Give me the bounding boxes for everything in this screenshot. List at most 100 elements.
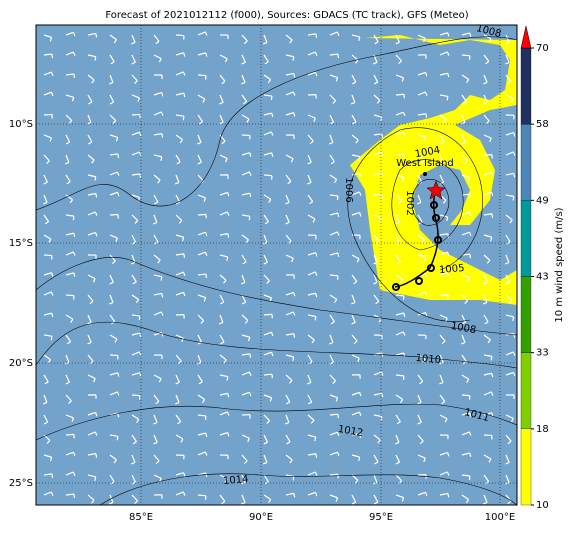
wind-barb: [285, 254, 294, 263]
wind-barb: [505, 194, 515, 201]
wind-barb: [329, 231, 340, 236]
wind-barb: [175, 134, 183, 144]
wind-barb: [395, 331, 406, 336]
wind-barb: [197, 213, 207, 219]
wind-barb: [417, 394, 422, 405]
isobar: [36, 257, 517, 336]
wind-barb: [351, 212, 362, 217]
wind-barb: [373, 151, 384, 156]
wind-barb: [87, 192, 98, 198]
wind-barb: [285, 492, 296, 498]
wind-barb: [87, 94, 93, 105]
wind-barb: [285, 434, 291, 445]
wind-barb: [285, 91, 296, 96]
wind-barb: [329, 451, 340, 457]
wind-barb: [197, 251, 208, 257]
wind-barb: [175, 354, 182, 365]
wind-barb: [307, 234, 317, 240]
wind-barb: [373, 114, 383, 122]
wind-barb: [175, 434, 184, 443]
wind-barb: [43, 134, 53, 142]
wind-barb: [329, 413, 339, 419]
wind-barb: [461, 334, 466, 345]
wind-barb: [373, 314, 382, 323]
wind-barb: [219, 114, 224, 125]
wind-barb: [65, 433, 75, 439]
wind-barb: [87, 431, 98, 436]
wind-barb: [263, 434, 269, 445]
wind-barb: [43, 53, 54, 59]
wind-barb: [505, 394, 515, 399]
wind-barb: [351, 411, 362, 416]
isobar-label: 1006: [343, 177, 354, 202]
wind-barb: [483, 74, 488, 85]
map-area: [36, 25, 517, 505]
wind-barb: [87, 411, 98, 417]
lon-label: 100°E: [485, 512, 515, 523]
wind-barb: [263, 474, 269, 485]
wind-barb: [417, 254, 427, 261]
wind-barb: [197, 74, 207, 80]
isobar: [36, 403, 517, 441]
wind-barb: [307, 51, 318, 56]
wind-barb: [307, 292, 318, 298]
wind-barb: [197, 52, 208, 57]
wind-barb: [65, 251, 76, 256]
wind-barb: [439, 414, 448, 423]
wind-barb: [285, 54, 295, 61]
wind-barb: [241, 294, 247, 305]
wind-barb: [439, 214, 449, 222]
wind-barb: [241, 214, 251, 221]
wind-barb: [417, 312, 428, 317]
wind-barb: [219, 54, 228, 63]
wind-barb: [505, 454, 510, 465]
wind-barb: [241, 494, 246, 505]
wind-barb: [417, 91, 428, 96]
wind-barb: [373, 133, 384, 138]
wind-barb: [461, 211, 472, 217]
wind-barb: [241, 74, 246, 85]
wind-barb: [241, 34, 248, 45]
wind-barb: [483, 254, 491, 264]
wind-barb: [241, 391, 252, 397]
wind-barb: [43, 312, 54, 318]
wind-barb: [197, 354, 202, 365]
wind-barb: [285, 333, 296, 338]
wind-barb: [43, 272, 54, 277]
wind-barb: [175, 454, 185, 460]
wind-barb: [483, 354, 493, 361]
wind-barb: [461, 193, 471, 199]
wind-barb: [42, 394, 48, 405]
wind-barb: [285, 311, 296, 316]
wind-barb: [373, 334, 383, 340]
wind-barb: [461, 431, 472, 436]
wind-barb: [109, 434, 119, 441]
wind-barb: [461, 412, 472, 417]
wind-barb: [263, 313, 273, 319]
wind-barb: [43, 491, 54, 496]
title: Forecast of 2021012112 (f000), Sources: …: [105, 10, 468, 21]
wind-barb: [153, 154, 163, 161]
colorbar-segment: [520, 47, 532, 125]
wind-barb: [351, 334, 358, 345]
colorbar-label: 10 m wind speed (m/s): [554, 207, 565, 322]
wind-barb: [417, 334, 427, 340]
wind-barb: [417, 291, 428, 296]
wind-barb: [65, 334, 72, 345]
wind-barb: [461, 114, 466, 125]
wind-barb: [329, 494, 339, 502]
wind-barb: [395, 312, 406, 317]
wind-barb: [87, 274, 96, 283]
wind-barb: [87, 32, 98, 38]
wind-barb: [307, 271, 318, 276]
colorbar-tick-label: 70: [536, 43, 549, 54]
wind-barb: [373, 454, 379, 465]
map-frame: [35, 24, 518, 506]
wind-barb: [373, 294, 380, 305]
wind-barb: [307, 194, 314, 205]
wind-barb: [505, 151, 516, 156]
wind-barb: [43, 354, 51, 364]
wind-barb: [417, 454, 426, 463]
wind-barb: [417, 214, 423, 225]
wind-barb: [153, 354, 163, 360]
